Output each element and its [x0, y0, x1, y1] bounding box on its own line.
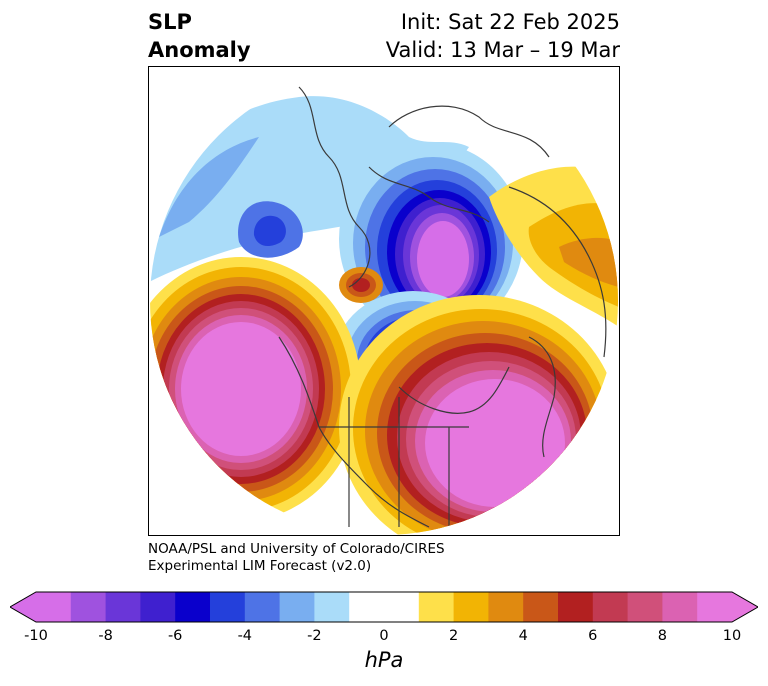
colorbar-tick-label: 6 [588, 628, 598, 644]
title-right-line2: Valid: 13 Mar – 19 Mar [385, 38, 620, 62]
colorbar-swatch [70, 592, 107, 622]
title-left-line1: SLP [148, 10, 192, 34]
title-left: SLP Anomaly [148, 8, 251, 64]
colorbar-swatch [36, 592, 72, 622]
colorbar-tick-label: 2 [448, 628, 459, 644]
colorbar-swatch [105, 592, 141, 622]
colorbar-ticks: -10 -8 -6 -4 -2 0 2 4 6 8 10 [0, 628, 768, 648]
colorbar-swatch [453, 592, 489, 622]
colorbar-tick-label: 0 [379, 628, 389, 644]
colorbar-svg [8, 591, 760, 623]
negative-anomaly-region [253, 215, 286, 247]
colorbar-swatch [488, 592, 524, 622]
colorbar-tick-label: -8 [98, 628, 113, 644]
credit-line2: Experimental LIM Forecast (v2.0) [148, 558, 372, 574]
colorbar-extend-high [732, 592, 758, 622]
colorbar-tick-label: -10 [24, 628, 48, 644]
title-left-line2: Anomaly [148, 38, 251, 62]
colorbar-swatch [314, 592, 350, 622]
negative-anomaly-region [150, 96, 469, 282]
colorbar-swatch [697, 592, 733, 622]
colorbar-tick-label: 8 [657, 628, 668, 644]
colorbar-swatch [279, 592, 315, 622]
colorbar-swatch [175, 592, 211, 622]
colorbar-swatch [418, 592, 455, 622]
colorbar [8, 590, 760, 624]
colorbar-swatch [140, 592, 176, 622]
colorbar-extend-low [10, 592, 36, 622]
colorbar-swatch [662, 592, 698, 622]
colorbar-swatch [210, 592, 246, 622]
positive-anomaly-core [339, 267, 383, 303]
colorbar-swatch [384, 592, 420, 622]
colorbar-tick-label: -4 [237, 628, 253, 644]
colorbar-tick-label: 10 [722, 628, 742, 644]
colorbar-tick-label: -6 [167, 628, 183, 644]
colorbar-swatch [558, 592, 594, 622]
coastlines [278, 86, 607, 528]
negative-anomaly-region [159, 137, 259, 237]
positive-anomaly-region [489, 166, 618, 327]
colorbar-swatch [627, 592, 663, 622]
credit: NOAA/PSL and University of Colorado/CIRE… [148, 541, 445, 575]
colorbar-unit: hPa [364, 648, 404, 672]
title-right: Init: Sat 22 Feb 2025 Valid: 13 Mar – 19… [386, 8, 620, 64]
colorbar-swatch [523, 592, 559, 622]
colorbar-swatch [592, 592, 629, 622]
negative-anomaly-core [339, 143, 523, 335]
colorbar-swatch [349, 592, 385, 622]
anomaly-map [150, 67, 618, 535]
map-frame [148, 66, 620, 536]
title-right-line1: Init: Sat 22 Feb 2025 [400, 10, 620, 34]
colorbar-tick-label: 4 [518, 628, 528, 644]
colorbar-swatch [244, 592, 281, 622]
colorbar-tick-label: -2 [307, 628, 322, 644]
credit-line1: NOAA/PSL and University of Colorado/CIRE… [148, 541, 445, 557]
